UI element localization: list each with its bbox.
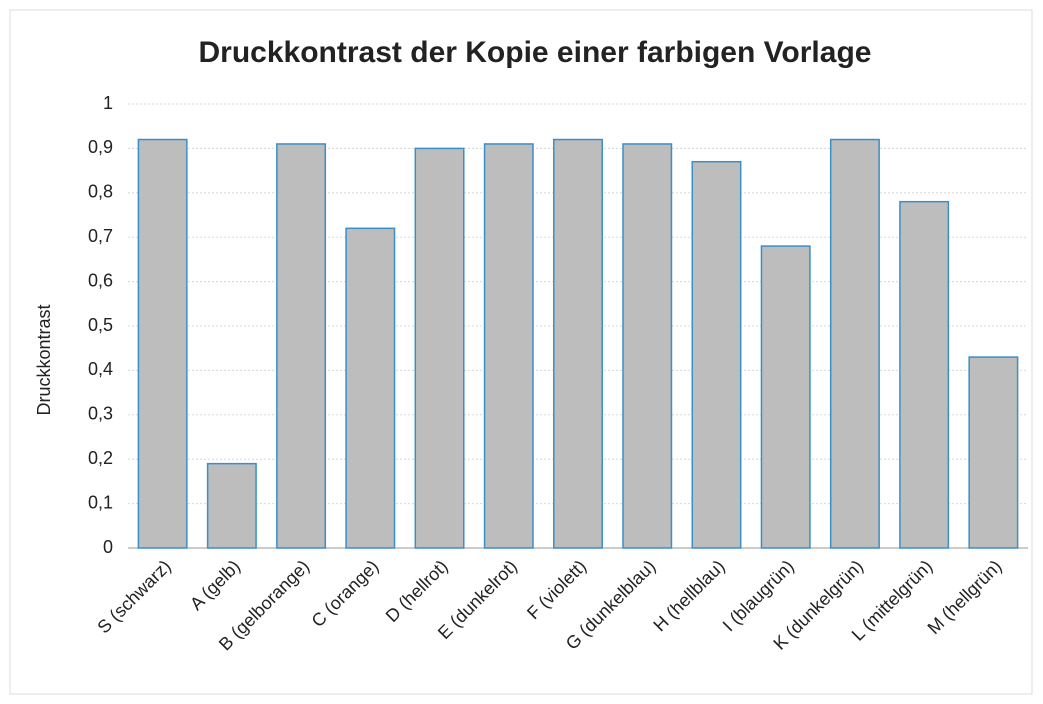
y-tick-label: 0,8 (88, 182, 113, 202)
bar (829, 138, 880, 549)
bar (622, 143, 673, 549)
bar (899, 200, 950, 549)
bar (553, 138, 603, 549)
y-tick-label: 0,9 (88, 137, 113, 157)
y-tick-label: 0,2 (88, 448, 113, 468)
y-tick-label: 0,5 (88, 315, 113, 335)
bar (206, 462, 257, 549)
bar (276, 143, 327, 549)
y-tick-label: 0,6 (88, 270, 113, 290)
y-tick-label: 1 (103, 93, 113, 113)
chart-title: Druckkontrast der Kopie einer farbigen V… (199, 36, 872, 69)
bar (414, 147, 465, 549)
bar (968, 356, 1019, 549)
y-tick-label: 0,4 (88, 359, 113, 379)
y-tick-label: 0,3 (88, 404, 113, 424)
bar (483, 143, 534, 549)
y-axis-label: Druckkontrast (34, 304, 54, 415)
bar (345, 227, 396, 549)
bar (137, 138, 188, 549)
y-tick-label: 0,1 (88, 492, 113, 512)
bar (760, 245, 811, 549)
y-tick-label: 0 (103, 537, 113, 557)
bar (691, 160, 742, 549)
y-tick-label: 0,7 (88, 226, 113, 246)
